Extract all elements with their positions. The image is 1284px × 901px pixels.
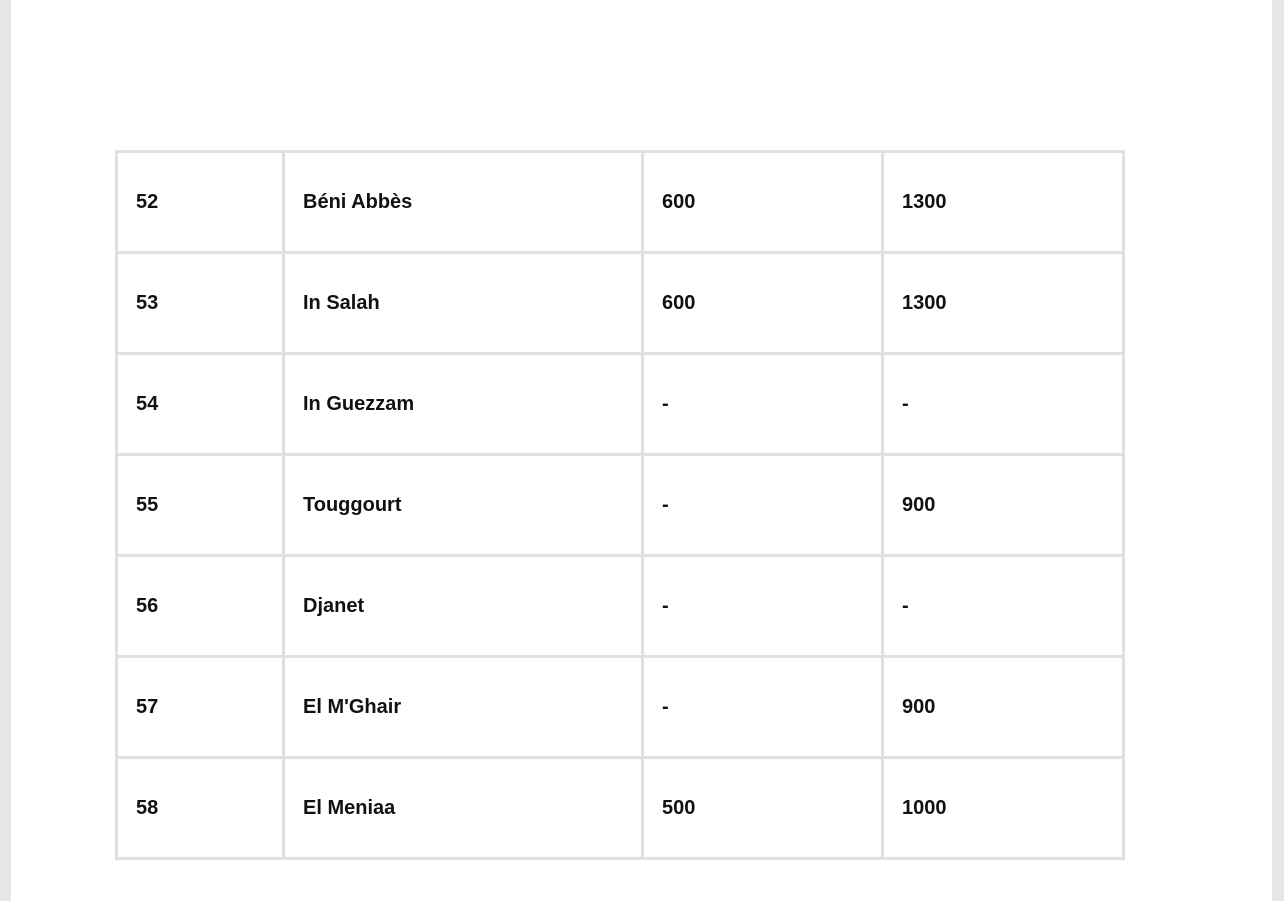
table-row: 58 El Meniaa 500 1000 bbox=[115, 756, 1125, 860]
row-number-cell: 55 bbox=[115, 453, 285, 557]
value-2-cell: 1300 bbox=[881, 251, 1125, 355]
table-row: 56 Djanet - - bbox=[115, 554, 1125, 658]
document-page: 52 Béni Abbès 600 1300 53 In Salah 600 1300 54 In… bbox=[11, 0, 1272, 901]
row-number-cell: 57 bbox=[115, 655, 285, 759]
data-table: 52 Béni Abbès 600 1300 53 In Salah 600 1300 54 In… bbox=[115, 150, 1125, 860]
value-2-cell: 900 bbox=[881, 655, 1125, 759]
place-name-cell: Djanet bbox=[282, 554, 644, 658]
value-1-cell: 600 bbox=[641, 251, 884, 355]
value-1-cell: 500 bbox=[641, 756, 884, 860]
row-number-cell: 52 bbox=[115, 150, 285, 254]
row-number-cell: 56 bbox=[115, 554, 285, 658]
row-number-cell: 54 bbox=[115, 352, 285, 456]
place-name-cell: El Meniaa bbox=[282, 756, 644, 860]
value-2-cell: 1000 bbox=[881, 756, 1125, 860]
place-name-cell: Béni Abbès bbox=[282, 150, 644, 254]
table-row: 54 In Guezzam - - bbox=[115, 352, 1125, 456]
value-1-cell: - bbox=[641, 352, 884, 456]
value-2-cell: 900 bbox=[881, 453, 1125, 557]
value-2-cell: - bbox=[881, 554, 1125, 658]
place-name-cell: In Salah bbox=[282, 251, 644, 355]
value-1-cell: 600 bbox=[641, 150, 884, 254]
row-number-cell: 53 bbox=[115, 251, 285, 355]
table-row: 57 El M'Ghair -900 bbox=[115, 655, 1125, 759]
table-row: 55 Touggourt -900 bbox=[115, 453, 1125, 557]
value-1-cell: - bbox=[641, 655, 884, 759]
value-2-cell: 1300 bbox=[881, 150, 1125, 254]
place-name-cell: El M'Ghair bbox=[282, 655, 644, 759]
value-2-cell: - bbox=[881, 352, 1125, 456]
table-row: 52 Béni Abbès 600 1300 bbox=[115, 150, 1125, 254]
table-row: 53 In Salah 600 1300 bbox=[115, 251, 1125, 355]
place-name-cell: Touggourt bbox=[282, 453, 644, 557]
place-name-cell: In Guezzam bbox=[282, 352, 644, 456]
value-1-cell: - bbox=[641, 453, 884, 557]
row-number-cell: 58 bbox=[115, 756, 285, 860]
value-1-cell: - bbox=[641, 554, 884, 658]
